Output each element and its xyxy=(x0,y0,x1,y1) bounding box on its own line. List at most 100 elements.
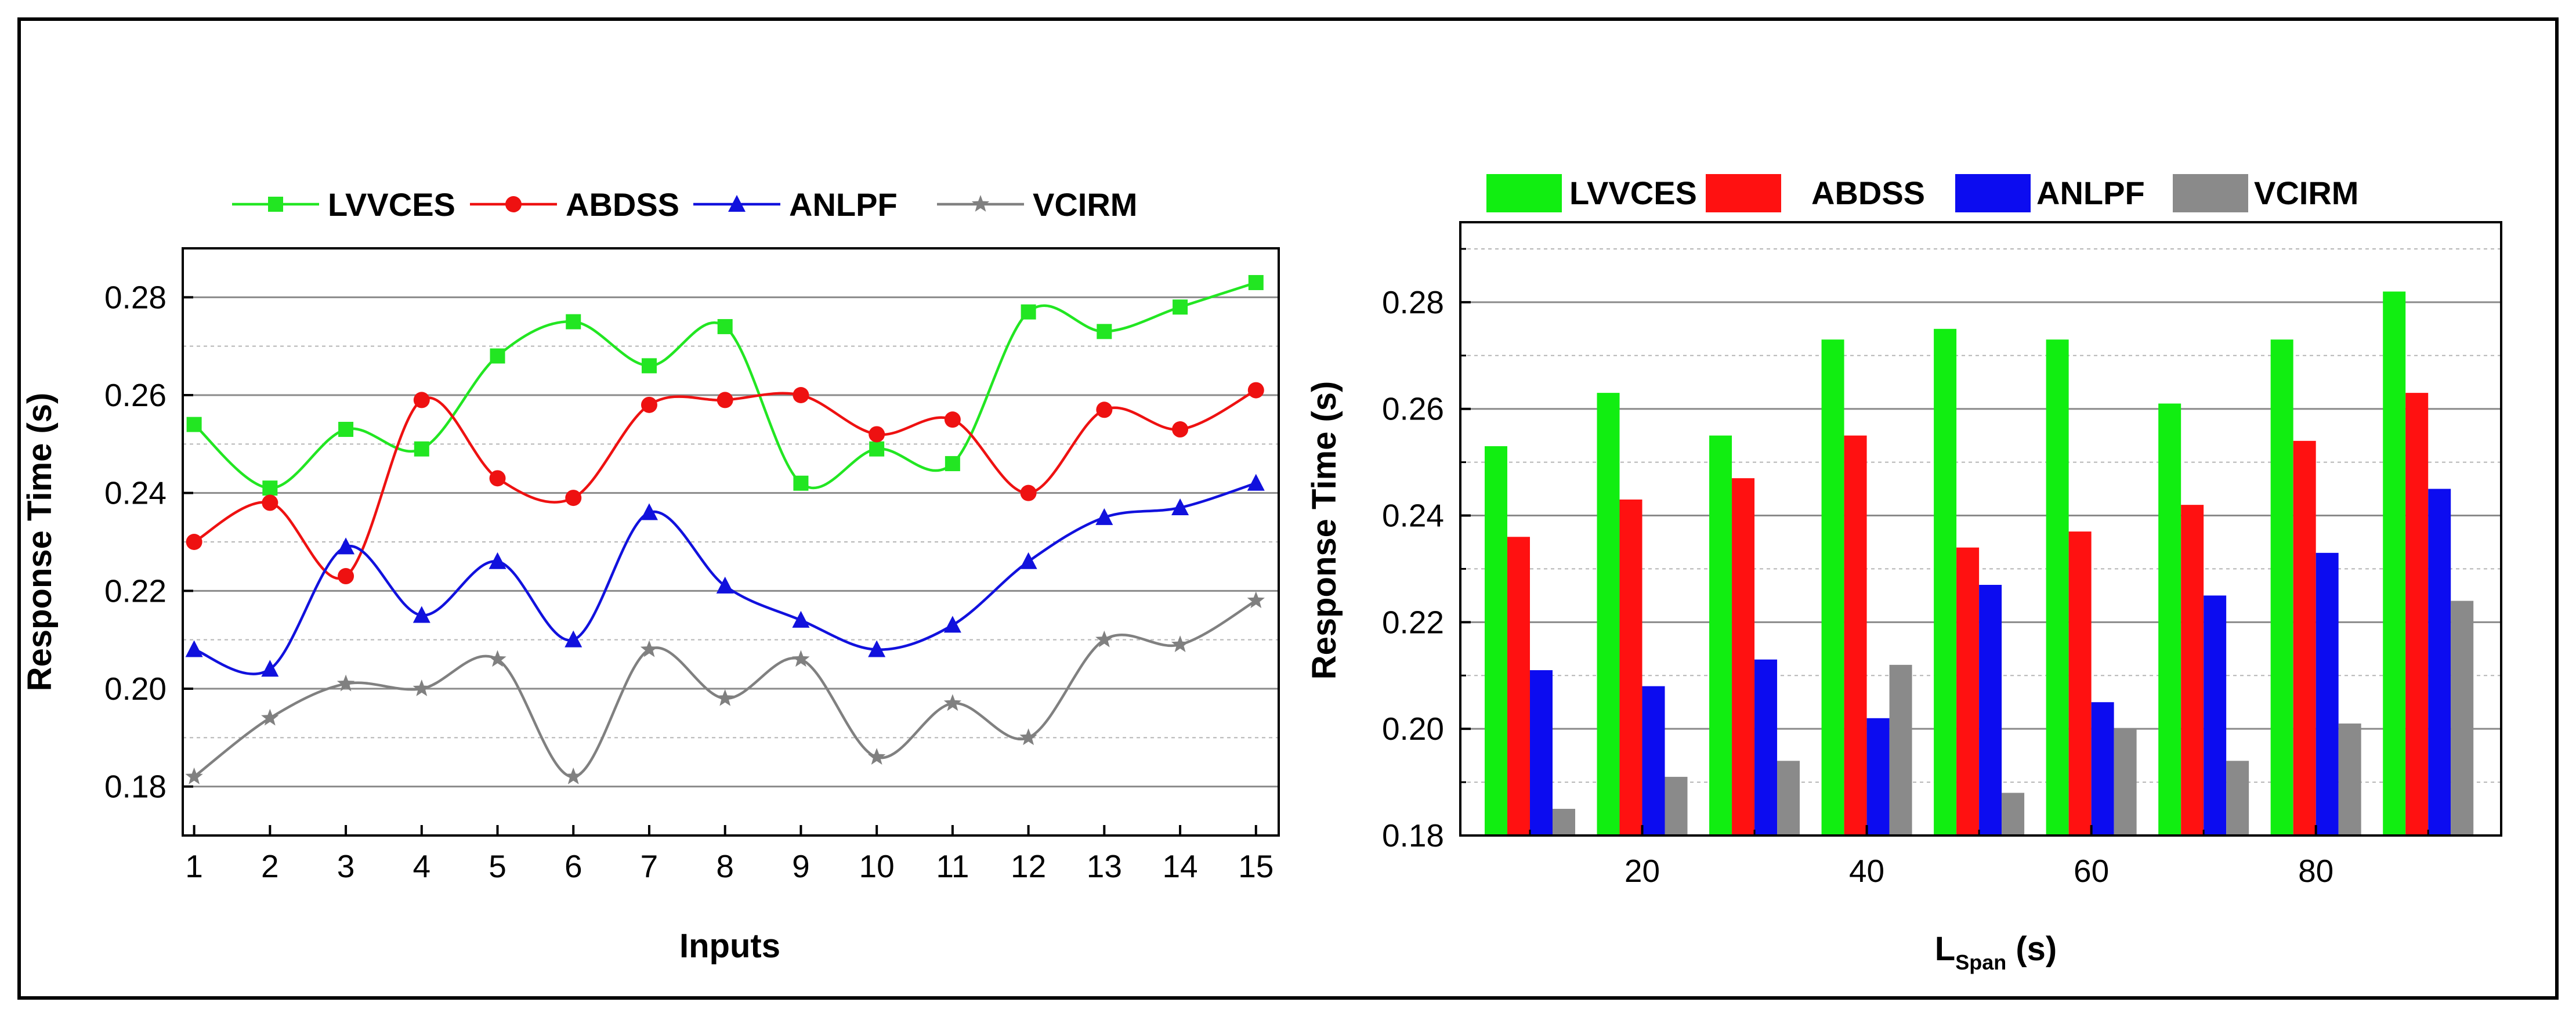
data-point-lvvces xyxy=(414,441,429,457)
data-point-anlpf xyxy=(1171,498,1189,515)
data-point-vcirm xyxy=(565,767,583,784)
y-tick-label: 0.26 xyxy=(104,377,167,413)
legend-label: VCIRM xyxy=(2254,175,2358,211)
bar-lvvces xyxy=(2270,339,2293,835)
x-tick-label: 7 xyxy=(641,848,659,884)
data-point-abdss xyxy=(1247,382,1264,399)
data-point-vcirm xyxy=(1247,591,1265,609)
bar-chart-x-title: LSpan (s) xyxy=(1935,930,2057,974)
legend-label: LVVCES xyxy=(1569,175,1697,211)
bar-chart-frame xyxy=(1459,221,2502,837)
data-point-abdss xyxy=(641,396,657,413)
series-line-anlpf xyxy=(193,482,1257,675)
bar-series-lvvces xyxy=(1484,291,2406,836)
bar-lvvces xyxy=(2383,291,2406,836)
x-tick-label: 60 xyxy=(2074,853,2109,889)
data-point-anlpf xyxy=(1019,552,1037,569)
y-tick-label: 0.24 xyxy=(1382,498,1444,534)
x-tick-label: 40 xyxy=(1849,853,1884,889)
data-point-vcirm xyxy=(792,650,810,667)
data-point-abdss xyxy=(186,534,202,550)
x-tick-label: 8 xyxy=(716,848,734,884)
data-point-abdss xyxy=(262,494,278,511)
x-tick-label: 4 xyxy=(413,848,430,884)
bar-anlpf xyxy=(1529,670,1553,835)
data-point-anlpf xyxy=(640,503,658,520)
bar-abdss xyxy=(2181,505,2204,835)
x-tick-label: 3 xyxy=(337,848,355,884)
bar-vcirm xyxy=(2451,601,2474,835)
y-tick-label: 0.24 xyxy=(104,475,167,511)
data-point-lvvces xyxy=(717,319,733,334)
legend-item-lvvces: LVVCES xyxy=(232,186,455,223)
line-chart-frame xyxy=(182,247,1280,837)
data-point-lvvces xyxy=(262,480,278,496)
data-point-lvvces xyxy=(793,475,809,491)
bar-vcirm xyxy=(1665,776,1688,835)
legend-swatch xyxy=(1706,174,1781,212)
bar-lvvces xyxy=(1597,393,1620,835)
bar-anlpf xyxy=(1866,718,1890,835)
data-point-anlpf xyxy=(943,616,961,633)
x-tick-label: 20 xyxy=(1625,853,1660,889)
data-point-vcirm xyxy=(185,767,203,784)
x-tick-label: 15 xyxy=(1238,848,1273,884)
bar-lvvces xyxy=(1709,435,1732,835)
bar-series-anlpf xyxy=(1529,489,2451,835)
data-point-lvvces xyxy=(1173,299,1188,315)
data-point-lvvces xyxy=(566,314,581,330)
x-tick-label: 14 xyxy=(1162,848,1197,884)
line-chart-y-axis: 0.18 0.20 0.22 0.24 0.26 0.28 xyxy=(104,279,193,805)
legend-label: ANLPF xyxy=(2036,175,2145,211)
legend-label: ABDSS xyxy=(1811,175,1925,211)
legend-item-abdss: ABDSS xyxy=(470,186,679,223)
data-point-vcirm xyxy=(413,679,430,696)
legend-swatch-marker xyxy=(505,196,522,212)
bar-abdss xyxy=(1956,547,1980,835)
x-tick-label: 10 xyxy=(859,848,895,884)
data-point-anlpf xyxy=(1247,473,1265,491)
data-point-anlpf xyxy=(868,640,886,657)
y-tick-label: 0.18 xyxy=(104,769,167,805)
bar-series-vcirm xyxy=(1552,601,2474,835)
legend-label: LVVCES xyxy=(328,186,455,223)
bar-chart: 20 40 60 80 0.18 0.20 0.22 0.24 0.26 0.28 LSpan … xyxy=(1305,174,2502,974)
data-point-lvvces xyxy=(186,417,202,432)
bar-abdss xyxy=(2068,531,2092,835)
bar-vcirm xyxy=(2226,761,2249,835)
bar-vcirm xyxy=(1777,761,1800,835)
data-point-vcirm xyxy=(716,689,734,706)
line-chart-x-axis: 1 2 3 4 5 6 7 8 9 10 11 12 13 14 15 xyxy=(185,825,1273,884)
bar-anlpf xyxy=(2315,552,2339,835)
series-line-abdss xyxy=(193,389,1257,580)
bar-anlpf xyxy=(2204,595,2227,835)
bar-anlpf xyxy=(1642,686,1665,835)
bar-chart-x-axis: 20 40 60 80 xyxy=(1529,825,2429,889)
y-tick-label: 0.28 xyxy=(1382,284,1444,320)
bar-chart-y-axis: 0.18 0.20 0.22 0.24 0.26 0.28 xyxy=(1382,248,1471,853)
legend-item-lvvces: LVVCES xyxy=(1486,174,1697,212)
bar-lvvces xyxy=(2158,403,2181,835)
y-tick-label: 0.20 xyxy=(1382,711,1444,747)
bar-anlpf xyxy=(1754,659,1778,835)
bar-vcirm xyxy=(2002,793,2025,835)
data-point-lvvces xyxy=(338,422,354,437)
data-point-anlpf xyxy=(185,640,203,657)
data-point-lvvces xyxy=(1097,324,1112,339)
bar-chart-x-title-unit: (s) xyxy=(2006,930,2057,968)
data-point-anlpf xyxy=(716,576,734,594)
x-tick-label: 6 xyxy=(565,848,583,884)
data-point-anlpf xyxy=(792,610,810,628)
legend-swatch xyxy=(1486,174,1562,212)
data-point-vcirm xyxy=(337,674,355,692)
bar-lvvces xyxy=(1484,446,1507,835)
bar-anlpf xyxy=(2428,489,2451,835)
data-point-vcirm xyxy=(1095,630,1113,648)
data-point-abdss xyxy=(565,490,582,507)
y-tick-label: 0.26 xyxy=(1382,391,1444,427)
line-chart-series xyxy=(185,275,1265,784)
legend-swatch xyxy=(2173,174,2248,212)
y-tick-label: 0.20 xyxy=(104,671,167,707)
figure-border xyxy=(17,17,2559,1000)
